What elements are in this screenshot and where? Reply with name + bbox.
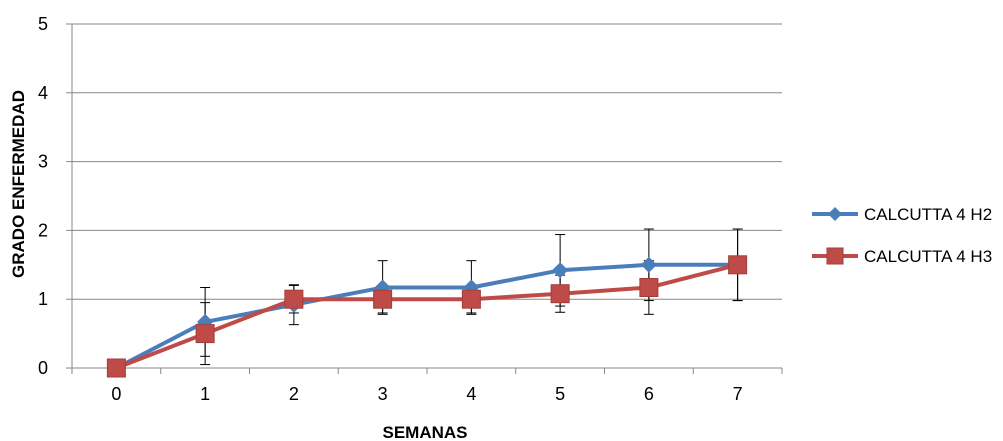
axes <box>66 23 783 374</box>
data-point <box>195 324 215 344</box>
x-tick-label: 3 <box>378 384 388 404</box>
x-axis-title: SEMANAS <box>382 423 467 441</box>
y-tick-label: 1 <box>38 289 48 309</box>
data-point <box>284 289 304 309</box>
y-axis-title: GRADO ENFERMEDAD <box>9 90 28 278</box>
data-point <box>728 255 748 275</box>
y-tick-label: 0 <box>38 358 48 378</box>
series-lines <box>115 262 739 370</box>
x-tick-label: 5 <box>555 384 565 404</box>
data-point <box>550 284 570 304</box>
series-markers <box>106 255 748 378</box>
data-point <box>639 278 659 298</box>
x-tick-label: 4 <box>466 384 476 404</box>
y-tick-label: 2 <box>38 220 48 240</box>
x-tick-label: 0 <box>111 384 121 404</box>
legend-label: CALCUTTA 4 H2 <box>864 205 992 224</box>
gridlines <box>72 23 782 300</box>
x-tick-label: 2 <box>289 384 299 404</box>
data-point <box>826 247 844 265</box>
series-line <box>115 262 739 370</box>
data-point <box>828 207 842 221</box>
data-point <box>461 289 481 309</box>
x-tick-labels: 0 1 2 3 4 5 6 7 <box>111 384 742 404</box>
data-point <box>552 262 569 279</box>
data-point <box>106 358 126 378</box>
legend: CALCUTTA 4 H2 CALCUTTA 4 H3 <box>812 205 992 266</box>
x-tick-label: 6 <box>644 384 654 404</box>
data-point <box>373 289 393 309</box>
y-tick-label: 5 <box>38 14 48 34</box>
y-tick-label: 3 <box>38 152 48 172</box>
y-tick-labels: 0 1 2 3 4 5 <box>38 14 48 378</box>
series-line <box>115 262 738 370</box>
y-tick-label: 4 <box>38 83 48 103</box>
legend-label: CALCUTTA 4 H3 <box>864 247 992 266</box>
x-tick-label: 1 <box>200 384 210 404</box>
data-point <box>640 256 657 273</box>
x-tick-label: 7 <box>733 384 743 404</box>
